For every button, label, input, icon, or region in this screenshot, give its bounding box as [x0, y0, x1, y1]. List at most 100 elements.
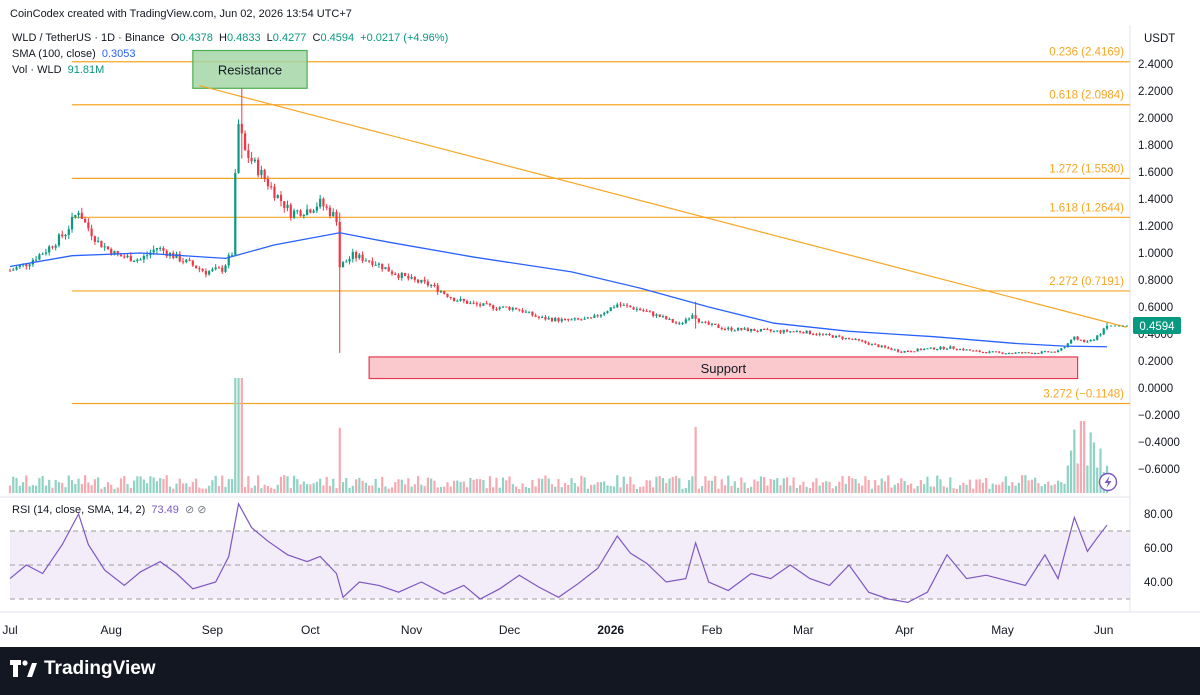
volume-bar: [580, 475, 583, 493]
candle-body: [423, 279, 426, 282]
volume-bar: [8, 485, 12, 493]
candle-body: [1076, 336, 1079, 340]
candle-body: [443, 291, 446, 294]
volume-bar: [717, 488, 720, 493]
candle-body: [687, 318, 691, 320]
volume-bar: [629, 476, 632, 493]
volume-bar: [576, 486, 580, 493]
volume-bar: [1099, 448, 1102, 493]
volume-bar: [514, 486, 518, 493]
volume-bar: [802, 481, 805, 493]
candle-body: [847, 337, 851, 339]
volume-bar: [606, 485, 609, 493]
candle-body: [136, 259, 139, 262]
volume-bar: [988, 488, 991, 493]
volume-bar: [315, 481, 318, 493]
last-price-label: 0.4594: [1139, 321, 1175, 333]
volume-bar: [433, 480, 436, 493]
legend-rsi-label[interactable]: RSI (14, close, SMA, 14, 2): [12, 504, 146, 516]
candle-body: [576, 318, 580, 320]
candle-body: [789, 331, 792, 333]
candle-body: [541, 316, 544, 318]
volume-bar: [306, 484, 309, 493]
volume-bar: [469, 477, 472, 493]
candle-body: [867, 342, 870, 345]
candle-body: [126, 255, 129, 258]
candle-body: [191, 260, 194, 266]
volume-bar: [511, 484, 514, 493]
candle-body: [567, 319, 570, 321]
candle-body: [916, 348, 919, 352]
volume-bar: [57, 482, 61, 493]
volume-bar: [119, 478, 123, 493]
volume-bar: [704, 476, 707, 493]
candle-body: [70, 217, 74, 230]
volume-bar: [844, 483, 847, 493]
candles-group: [8, 88, 1109, 355]
volume-bar: [328, 485, 332, 493]
volume-bar: [472, 479, 475, 493]
legend-vol-label[interactable]: Vol · WLD: [12, 64, 62, 76]
volume-bar: [230, 479, 234, 493]
volume-bar: [67, 475, 70, 493]
candle-body: [844, 337, 847, 339]
volume-bar: [257, 475, 260, 493]
candle-body: [1089, 340, 1092, 342]
volume-bar: [537, 478, 541, 493]
volume-bar: [191, 481, 194, 493]
visibility-toggle-icon[interactable]: ⊘ ⊘: [184, 504, 207, 516]
time-tick-label: Mar: [793, 623, 814, 637]
candle-body: [198, 268, 201, 270]
candle-body: [883, 345, 887, 348]
volume-bar: [560, 487, 563, 493]
candle-body: [890, 348, 893, 350]
legend-sma-label[interactable]: SMA (100, close): [12, 48, 96, 60]
volume-bar: [880, 478, 883, 493]
volume-bar: [828, 481, 831, 493]
volume-bar: [335, 488, 338, 493]
tradingview-brand[interactable]: TradingView: [10, 656, 156, 682]
volume-bar: [1056, 480, 1060, 493]
volume-bar: [913, 488, 916, 493]
candle-body: [8, 270, 12, 272]
candle-body: [214, 267, 217, 270]
time-tick-label: Sep: [202, 623, 224, 637]
candle-body: [12, 269, 15, 271]
volume-bar: [110, 484, 113, 493]
volume-bar: [1092, 442, 1096, 493]
candle-body: [799, 330, 802, 333]
volume-bar: [625, 484, 629, 493]
candle-body: [123, 256, 126, 258]
candle-body: [178, 253, 181, 262]
volume-bar: [619, 487, 622, 493]
candle-body: [681, 322, 684, 324]
volume-bar: [139, 476, 142, 493]
candle-body: [707, 322, 710, 325]
volume-bar: [985, 477, 988, 493]
volume-bar: [159, 478, 162, 493]
volume-bar: [599, 482, 603, 493]
candle-body: [64, 234, 67, 237]
volume-bar: [701, 486, 704, 493]
volume-bar: [322, 485, 325, 493]
candle-body: [400, 272, 403, 278]
candle-body: [919, 348, 923, 351]
candle-body: [185, 259, 188, 263]
candle-body: [139, 259, 142, 261]
candle-body: [325, 206, 328, 208]
volume-bar: [410, 486, 413, 493]
candle-body: [736, 328, 740, 331]
volume-group: [8, 378, 1109, 493]
legend-symbol[interactable]: WLD / TetherUS · 1D · Binance: [12, 32, 165, 44]
volume-bar: [371, 485, 374, 493]
volume-bar: [1050, 485, 1053, 493]
candle-body: [534, 315, 537, 317]
volume-bar: [100, 488, 103, 493]
candle-body: [606, 311, 609, 313]
volume-bar: [90, 485, 93, 493]
candle-body: [599, 314, 603, 317]
candle-body: [74, 214, 77, 218]
legend-h-label: H: [218, 32, 227, 44]
volume-bar: [247, 476, 250, 493]
lightning-icon[interactable]: [1098, 472, 1118, 492]
